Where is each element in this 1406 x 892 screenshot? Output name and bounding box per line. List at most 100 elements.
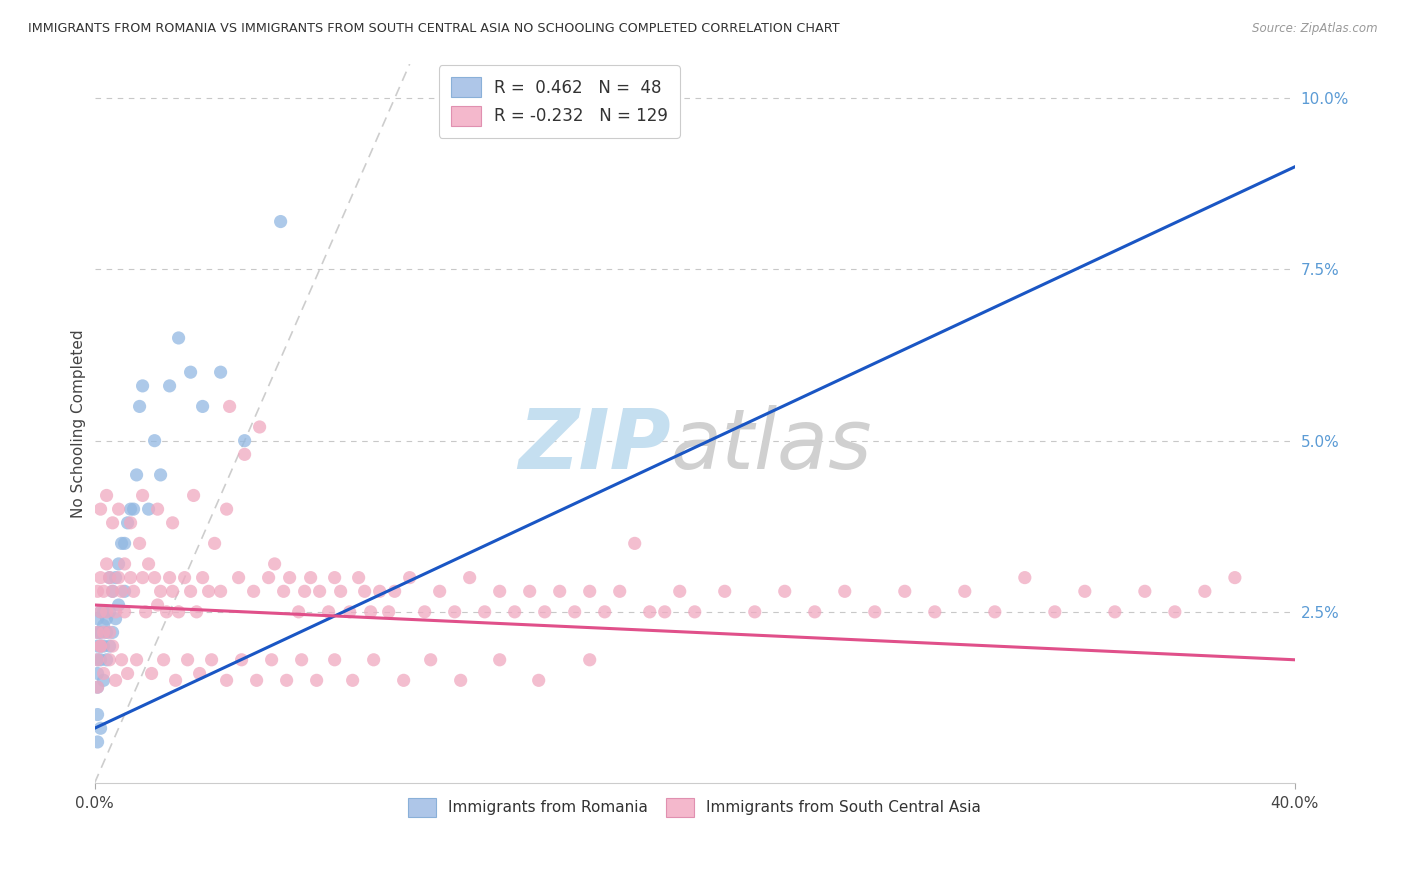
Point [519, 584, 541, 599]
Point [257, 571, 280, 585]
Point [894, 584, 917, 599]
Point [90, 639, 112, 653]
Point [128, 400, 150, 414]
Point [1014, 571, 1036, 585]
Point [984, 605, 1007, 619]
Point [773, 584, 796, 599]
Point [924, 605, 946, 619]
Point [654, 605, 676, 619]
Point [246, 673, 269, 688]
Point [249, 420, 271, 434]
Point [713, 584, 735, 599]
Point [233, 447, 256, 461]
Point [107, 502, 129, 516]
Point [114, 584, 136, 599]
Point [90, 625, 112, 640]
Y-axis label: No Schooling Completed: No Schooling Completed [72, 329, 86, 518]
Point [1104, 605, 1126, 619]
Point [204, 536, 226, 550]
Point [86, 707, 108, 722]
Point [165, 673, 187, 688]
Point [93, 584, 115, 599]
Point [110, 584, 132, 599]
Point [162, 584, 184, 599]
Point [609, 584, 631, 599]
Point [98, 571, 121, 585]
Point [131, 379, 153, 393]
Point [228, 571, 250, 585]
Point [488, 584, 510, 599]
Point [188, 666, 211, 681]
Point [96, 605, 118, 619]
Point [548, 584, 571, 599]
Point [138, 557, 160, 571]
Point [93, 673, 115, 688]
Point [114, 605, 136, 619]
Point [117, 516, 139, 530]
Point [368, 584, 391, 599]
Point [86, 653, 108, 667]
Point [90, 605, 112, 619]
Point [120, 516, 142, 530]
Point [339, 605, 361, 619]
Point [668, 584, 690, 599]
Point [93, 625, 115, 640]
Point [101, 639, 124, 653]
Point [533, 605, 555, 619]
Point [101, 516, 124, 530]
Point [107, 571, 129, 585]
Point [294, 584, 316, 599]
Point [98, 571, 121, 585]
Text: IMMIGRANTS FROM ROMANIA VS IMMIGRANTS FROM SOUTH CENTRAL ASIA NO SCHOOLING COMPL: IMMIGRANTS FROM ROMANIA VS IMMIGRANTS FR… [28, 22, 839, 36]
Point [98, 605, 121, 619]
Point [90, 721, 112, 735]
Point [215, 502, 238, 516]
Point [128, 536, 150, 550]
Point [104, 605, 127, 619]
Point [273, 584, 295, 599]
Point [152, 653, 174, 667]
Point [86, 639, 108, 653]
Point [180, 365, 202, 379]
Point [744, 605, 766, 619]
Text: ZIP: ZIP [517, 405, 671, 485]
Point [488, 653, 510, 667]
Point [458, 571, 481, 585]
Point [101, 625, 124, 640]
Point [86, 625, 108, 640]
Point [93, 666, 115, 681]
Point [683, 605, 706, 619]
Point [125, 467, 148, 482]
Point [323, 571, 346, 585]
Point [347, 571, 370, 585]
Point [578, 653, 600, 667]
Point [384, 584, 406, 599]
Point [90, 502, 112, 516]
Point [1164, 605, 1187, 619]
Point [86, 735, 108, 749]
Point [363, 653, 385, 667]
Point [201, 653, 224, 667]
Point [429, 584, 451, 599]
Point [93, 605, 115, 619]
Point [107, 598, 129, 612]
Point [110, 653, 132, 667]
Point [86, 680, 108, 694]
Point [623, 536, 645, 550]
Point [120, 571, 142, 585]
Point [110, 536, 132, 550]
Point [120, 502, 142, 516]
Point [146, 502, 169, 516]
Point [299, 571, 322, 585]
Point [377, 605, 399, 619]
Point [474, 605, 496, 619]
Point [308, 584, 330, 599]
Point [834, 584, 856, 599]
Point [191, 571, 214, 585]
Point [86, 584, 108, 599]
Point [186, 605, 208, 619]
Point [173, 571, 195, 585]
Point [86, 625, 108, 640]
Point [231, 653, 253, 667]
Point [176, 653, 198, 667]
